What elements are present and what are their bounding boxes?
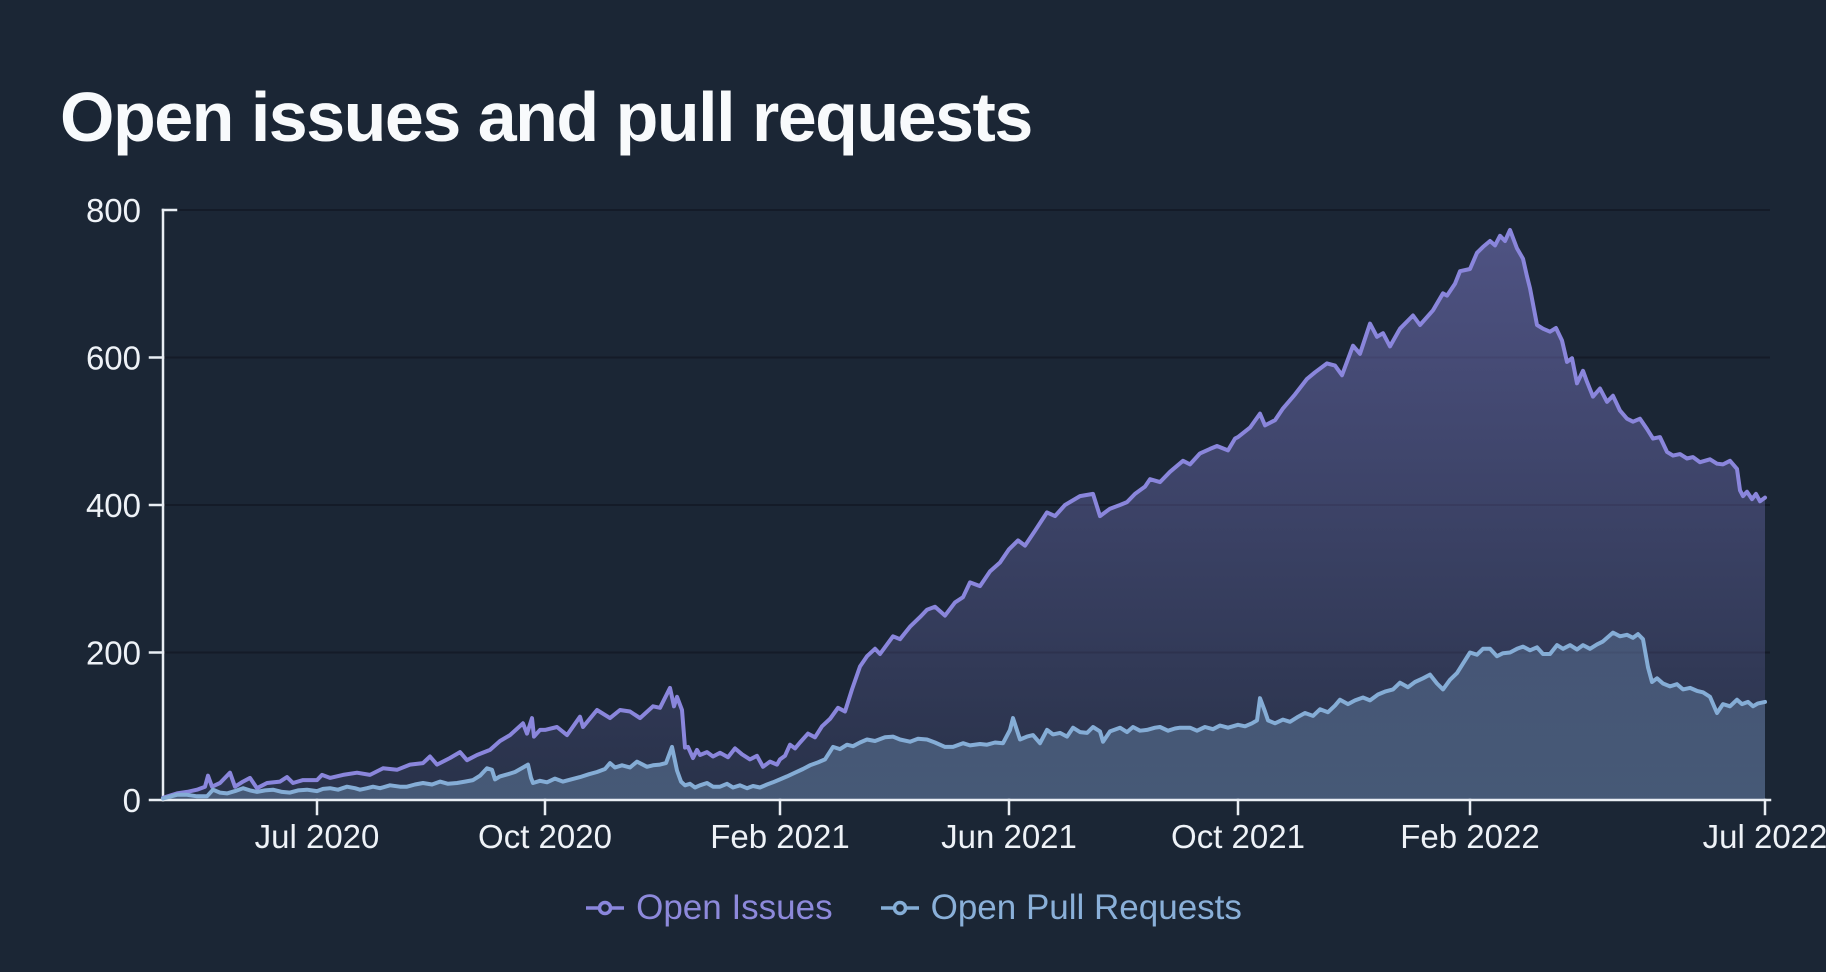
x-tick-label: Feb 2021 bbox=[710, 818, 849, 855]
page-title: Open issues and pull requests bbox=[60, 77, 1033, 156]
x-tick-label: Jul 2022 bbox=[1703, 818, 1826, 855]
open-pull-requests-area bbox=[163, 632, 1765, 800]
chart-legend: Open Issues Open Pull Requests bbox=[0, 888, 1826, 928]
open-pull-requests-line[interactable] bbox=[161, 630, 1767, 801]
legend-label-open-issues: Open Issues bbox=[636, 888, 833, 927]
y-tick-label: 600 bbox=[86, 340, 141, 377]
x-tick-label: Feb 2022 bbox=[1400, 818, 1539, 855]
x-tick-label: Jun 2021 bbox=[941, 818, 1077, 855]
legend-item-open-issues[interactable]: Open Issues bbox=[584, 888, 833, 928]
open-issues-line[interactable] bbox=[161, 227, 1767, 800]
open-issues-legend-marker-icon bbox=[586, 900, 625, 916]
x-tick-label: Oct 2020 bbox=[478, 818, 612, 855]
legend-item-open-pull-requests[interactable]: Open Pull Requests bbox=[879, 888, 1242, 928]
x-tick-label: Oct 2021 bbox=[1171, 818, 1305, 855]
y-tick-label: 0 bbox=[123, 782, 141, 819]
open-issues-area bbox=[163, 229, 1765, 800]
x-tick-label: Jul 2020 bbox=[255, 818, 380, 855]
y-tick-label: 200 bbox=[86, 635, 141, 672]
y-tick-label: 800 bbox=[86, 192, 141, 229]
open-pull-requests-legend-marker-icon bbox=[880, 900, 919, 916]
legend-label-open-pull-requests: Open Pull Requests bbox=[930, 888, 1242, 927]
y-tick-label: 400 bbox=[86, 487, 141, 524]
